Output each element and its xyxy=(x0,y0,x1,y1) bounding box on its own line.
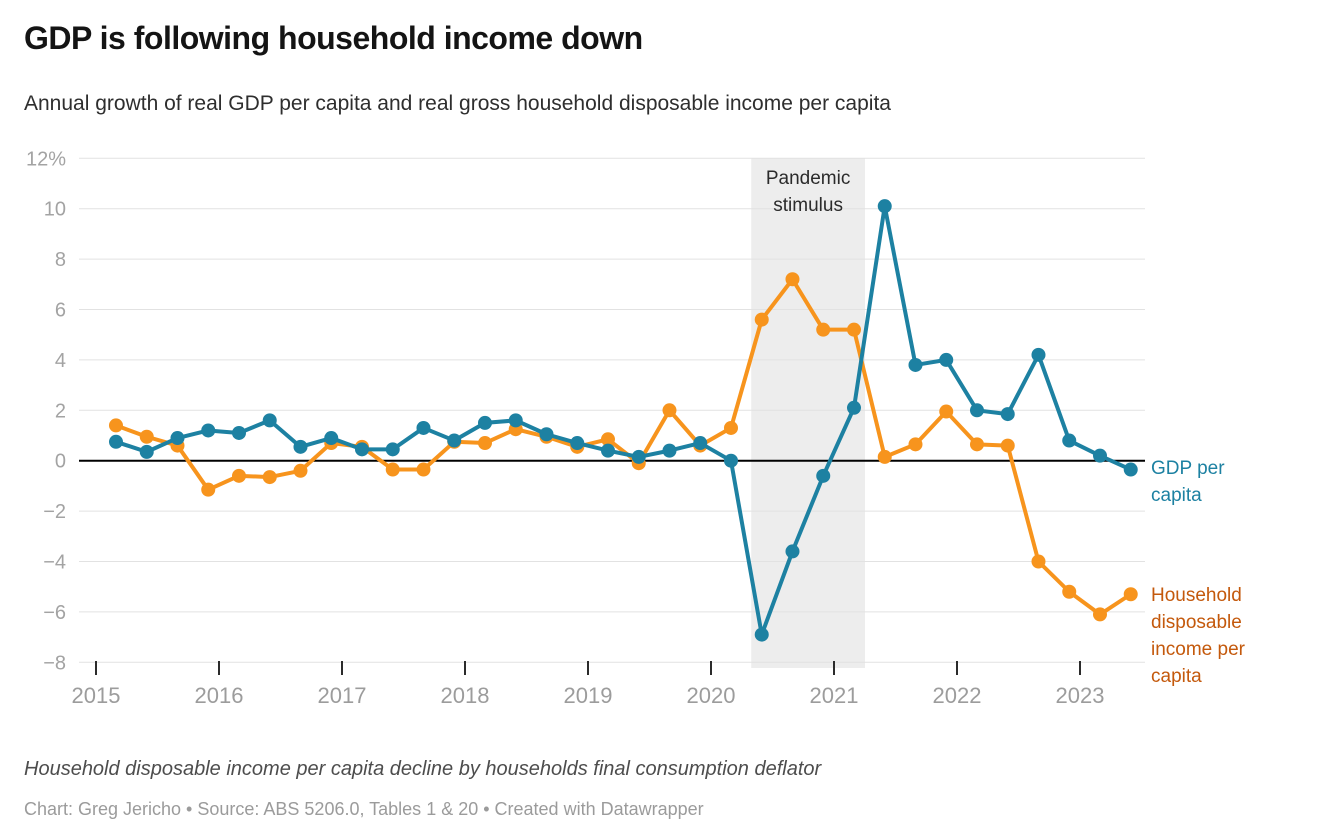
x-tick-label: 2022 xyxy=(933,683,982,708)
gdp-point[interactable] xyxy=(846,400,861,415)
gdp-point[interactable] xyxy=(877,199,892,214)
series-label-gdp: GDP per capita xyxy=(1151,458,1225,506)
household-income-point[interactable] xyxy=(754,312,769,327)
gdp-point[interactable] xyxy=(201,423,216,438)
y-tick-label: 10 xyxy=(44,199,66,221)
gdp-point[interactable] xyxy=(262,413,277,428)
x-tick-label: 2019 xyxy=(564,683,613,708)
x-tick-label: 2015 xyxy=(72,683,121,708)
x-tick-label: 2021 xyxy=(810,683,859,708)
gdp-point[interactable] xyxy=(600,443,615,458)
household-income-point[interactable] xyxy=(723,420,738,435)
gdp-point[interactable] xyxy=(1123,462,1138,477)
gdp-point[interactable] xyxy=(1031,347,1046,362)
x-tick-label: 2020 xyxy=(687,683,736,708)
gdp-point[interactable] xyxy=(1062,433,1077,448)
x-tick-label: 2017 xyxy=(318,683,367,708)
gdp-point[interactable] xyxy=(969,403,984,418)
household-income-point[interactable] xyxy=(816,322,831,337)
household-income-point[interactable] xyxy=(1092,607,1107,622)
gdp-point[interactable] xyxy=(231,425,246,440)
household-income-point[interactable] xyxy=(846,322,861,337)
footnote: Household disposable income per capita d… xyxy=(24,758,822,780)
gdp-point[interactable] xyxy=(631,449,646,464)
x-tick-label: 2018 xyxy=(441,683,490,708)
gdp-point[interactable] xyxy=(939,352,954,367)
household-income-point[interactable] xyxy=(908,437,923,452)
household-income-point[interactable] xyxy=(785,272,800,287)
gdp-point[interactable] xyxy=(908,357,923,372)
gdp-point[interactable] xyxy=(816,468,831,483)
household-income-point[interactable] xyxy=(662,403,677,418)
y-tick-label: −2 xyxy=(43,501,66,523)
gdp-point[interactable] xyxy=(570,436,585,451)
household-income-point[interactable] xyxy=(600,432,615,447)
x-tick-label: 2023 xyxy=(1056,683,1105,708)
household-income-point[interactable] xyxy=(477,436,492,451)
gdp-point[interactable] xyxy=(385,442,400,457)
gdp-point[interactable] xyxy=(723,453,738,468)
y-tick-label: −6 xyxy=(43,602,66,624)
gdp-point[interactable] xyxy=(754,627,769,642)
household-income-point[interactable] xyxy=(1123,587,1138,602)
household-income-line xyxy=(113,277,1133,617)
y-tick-label: 12% xyxy=(26,148,66,170)
household-income-point[interactable] xyxy=(262,470,277,485)
pandemic-stimulus-band xyxy=(751,158,865,668)
household-income-point[interactable] xyxy=(201,482,216,497)
gdp-point[interactable] xyxy=(1092,448,1107,463)
household-income-point[interactable] xyxy=(1031,554,1046,569)
y-tick-label: −4 xyxy=(43,552,66,574)
gdp-line xyxy=(113,204,1133,637)
annotation-pandemic-stimulus: stimulus xyxy=(773,195,843,216)
gdp-point[interactable] xyxy=(139,444,154,459)
series-label-household-income: Household disposable income per capita xyxy=(1151,585,1245,687)
gdp-point[interactable] xyxy=(416,420,431,435)
gdp-point[interactable] xyxy=(324,431,339,446)
household-income-point[interactable] xyxy=(969,437,984,452)
gdp-point[interactable] xyxy=(170,431,185,446)
gdp-point[interactable] xyxy=(477,415,492,430)
gdp-point[interactable] xyxy=(447,433,462,448)
gdp-point[interactable] xyxy=(108,434,123,449)
gdp-point[interactable] xyxy=(354,442,369,457)
household-income-point[interactable] xyxy=(385,462,400,477)
y-tick-label: 2 xyxy=(55,400,66,422)
household-income-point[interactable] xyxy=(877,449,892,464)
household-income-point[interactable] xyxy=(139,429,154,444)
household-income-point[interactable] xyxy=(293,463,308,478)
household-income-point[interactable] xyxy=(1000,438,1015,453)
y-tick-label: −8 xyxy=(43,652,66,674)
household-income-point[interactable] xyxy=(1062,584,1077,599)
annotation-pandemic-stimulus: Pandemic xyxy=(766,168,851,189)
household-income-point[interactable] xyxy=(231,468,246,483)
household-income-point[interactable] xyxy=(108,418,123,433)
gdp-point[interactable] xyxy=(662,443,677,458)
x-tick-label: 2016 xyxy=(195,683,244,708)
y-tick-label: 0 xyxy=(55,451,66,473)
credit-line: Chart: Greg Jericho • Source: ABS 5206.0… xyxy=(24,799,704,819)
household-income-point[interactable] xyxy=(939,404,954,419)
chart-title: GDP is following household income down xyxy=(24,20,643,56)
y-tick-label: 4 xyxy=(55,350,66,372)
y-tick-label: 6 xyxy=(55,300,66,322)
y-tick-label: 8 xyxy=(55,249,66,271)
gdp-point[interactable] xyxy=(1000,407,1015,422)
gdp-point[interactable] xyxy=(693,436,708,451)
gdp-point[interactable] xyxy=(785,544,800,559)
gdp-point[interactable] xyxy=(508,413,523,428)
gdp-point[interactable] xyxy=(293,439,308,454)
chart-subtitle: Annual growth of real GDP per capita and… xyxy=(24,92,891,115)
gdp-point[interactable] xyxy=(539,427,554,442)
household-income-point[interactable] xyxy=(416,462,431,477)
